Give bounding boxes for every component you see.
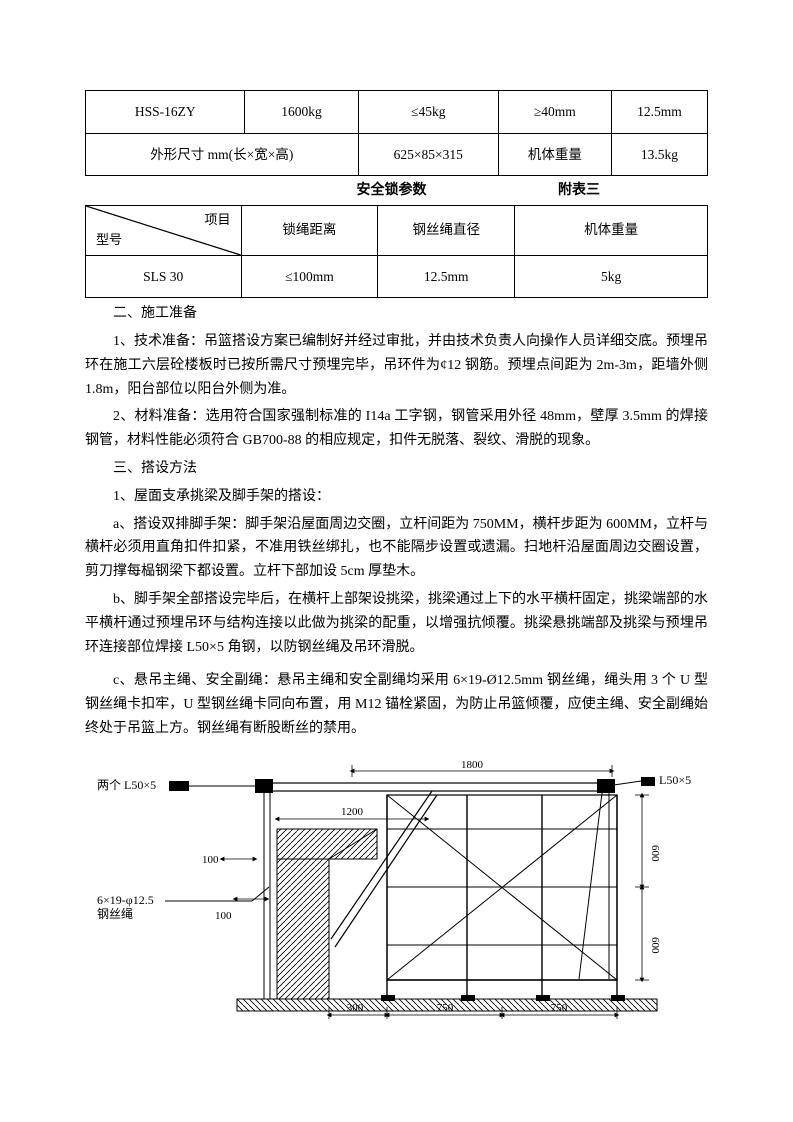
cell: 1600kg (245, 91, 358, 134)
cell: 13.5kg (611, 133, 707, 176)
para-material-prep: 2、材料准备：选用符合国家强制标准的 I14a 工字钢，钢管采用外径 48mm，… (85, 405, 708, 453)
diagonal-header-cell: 项目 型号 (86, 205, 242, 255)
dim-600a: 600 (649, 845, 661, 862)
table2-caption: 安全锁参数 附表三 (85, 178, 708, 204)
cell: ≤45kg (358, 91, 498, 134)
label-two-l50: 两个 L50×5 (97, 778, 156, 792)
para-s3-c: c、悬吊主绳、安全副绳：悬吊主绳和安全副绳均采用 6×19-Ø12.5mm 钢丝… (85, 669, 708, 740)
cell: 机体重量 (498, 133, 611, 176)
col-header: 钢丝绳直径 (378, 205, 515, 255)
heading-2: 二、施工准备 (85, 302, 708, 326)
label-l50: L50×5 (659, 773, 691, 787)
para-s3-1: 1、屋面支承挑梁及脚手架的搭设： (85, 485, 708, 509)
dim-600b: 600 (649, 937, 661, 954)
table2-appendix: 附表三 (558, 180, 708, 202)
cell: SLS 30 (86, 255, 242, 298)
table-safety-lock: 项目 型号 锁绳距离 钢丝绳直径 机体重量 SLS 30 ≤100mm 12.5… (85, 205, 708, 299)
para-s3-a: a、搭设双排脚手架：脚手架沿屋面周边交圈，立杆间距为 750MM，横杆步距为 6… (85, 513, 708, 584)
cell: 外形尺寸 mm(长×宽×高) (86, 133, 359, 176)
cell: HSS-16ZY (86, 91, 245, 134)
dim-300: 300 (346, 1002, 363, 1014)
dim-750a: 750 (436, 1002, 453, 1014)
table-hss-specs: HSS-16ZY 1600kg ≤45kg ≥40mm 12.5mm 外形尺寸 … (85, 90, 708, 176)
dim-1800: 1800 (461, 759, 484, 771)
table2-title: 安全锁参数 (225, 180, 558, 202)
cell: 5kg (515, 255, 708, 298)
cell: 625×85×315 (358, 133, 498, 176)
cell: 12.5mm (378, 255, 515, 298)
cell: ≥40mm (498, 91, 611, 134)
dim-100b: 100 (215, 910, 232, 922)
dim-100a: 100 (202, 854, 219, 866)
cell: ≤100mm (241, 255, 378, 298)
cell: 12.5mm (611, 91, 707, 134)
dim-750b: 750 (550, 1002, 567, 1014)
diag-bot-label: 型号 (96, 230, 122, 251)
heading-3: 三、搭设方法 (85, 457, 708, 481)
diag-top-label: 项目 (204, 210, 230, 231)
para-s3-b: b、脚手架全部搭设完毕后，在横杆上部架设挑梁，挑梁通过上下的水平横杆固定，挑梁端… (85, 588, 708, 659)
scaffold-diagram: 两个 L50×5 6×19-φ12.5钢丝绳 L50×5 1800 1200 1… (85, 759, 708, 1019)
dim-1200: 1200 (341, 806, 364, 818)
col-header: 机体重量 (515, 205, 708, 255)
para-tech-prep: 1、技术准备：吊篮搭设方案已编制好并经过审批，并由技术负责人向操作人员详细交底。… (85, 330, 708, 401)
col-header: 锁绳距离 (241, 205, 378, 255)
label-wire-rope: 6×19-φ12.5钢丝绳 (97, 893, 154, 921)
